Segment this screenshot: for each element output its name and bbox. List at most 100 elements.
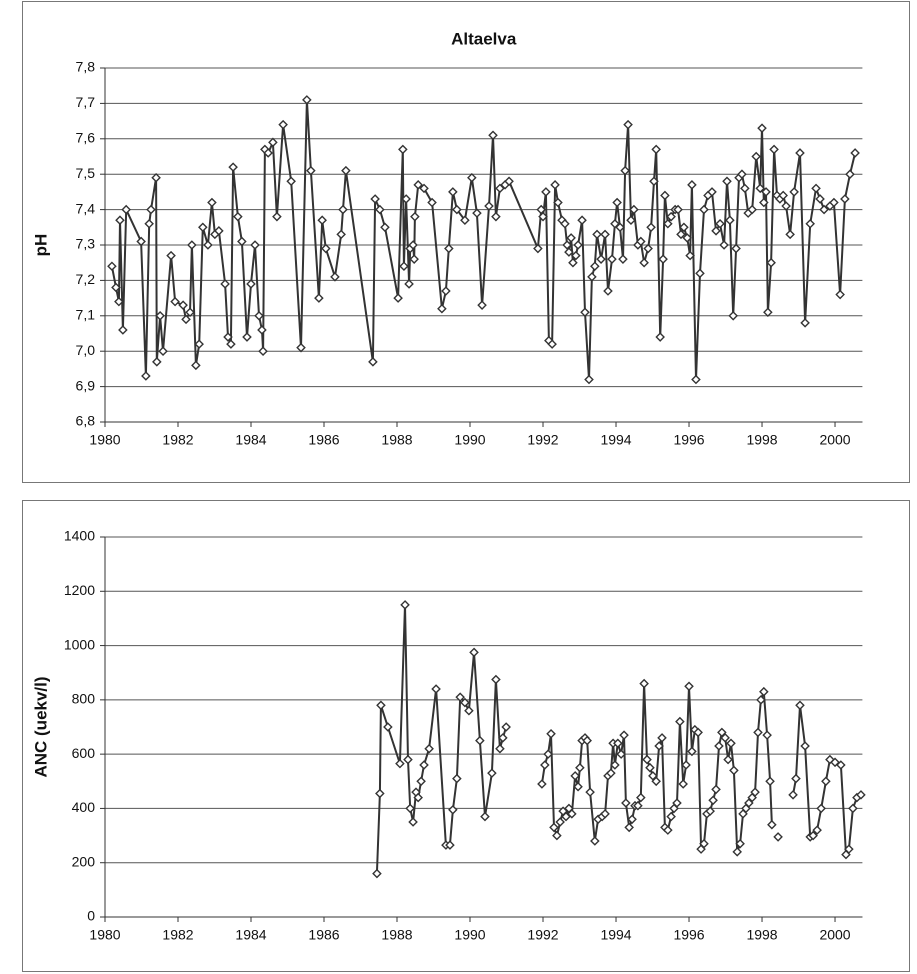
y-tick-label: 7,1	[76, 307, 96, 323]
data-point	[761, 187, 771, 197]
data-point	[181, 314, 191, 325]
data-point	[767, 819, 777, 830]
data-point	[693, 727, 703, 738]
data-point	[338, 204, 348, 215]
data-point	[805, 218, 815, 229]
data-point	[549, 822, 559, 833]
y-tick-label: 0	[87, 908, 95, 924]
data-point	[547, 339, 557, 349]
x-tick-label: 1992	[527, 927, 558, 943]
x-tick-label: 1982	[162, 432, 193, 448]
data-point	[178, 300, 188, 310]
data-point	[487, 768, 497, 778]
data-point	[445, 840, 455, 850]
y-tick-label: 7,3	[76, 236, 96, 252]
data-point	[708, 795, 718, 806]
data-point	[648, 771, 658, 781]
data-point	[829, 197, 839, 208]
data-point	[751, 151, 761, 162]
data-point	[645, 762, 655, 773]
data-point	[757, 123, 767, 133]
data-point	[491, 674, 501, 685]
data-point	[778, 190, 788, 201]
data-point	[687, 746, 697, 757]
data-point	[769, 144, 779, 155]
data-point	[666, 811, 676, 822]
data-point	[566, 233, 576, 243]
x-tick-label: 1982	[162, 927, 193, 943]
data-point	[726, 738, 736, 749]
data-point	[663, 825, 673, 835]
x-tick-label: 1986	[308, 432, 339, 448]
data-point	[675, 716, 685, 727]
data-point	[711, 226, 721, 236]
data-point	[170, 296, 180, 307]
data-point	[121, 204, 131, 215]
data-point	[620, 165, 630, 176]
data-point	[765, 776, 775, 787]
data-point	[762, 730, 772, 740]
data-point	[711, 784, 721, 795]
data-point	[616, 749, 626, 759]
data-point	[666, 211, 676, 222]
data-point	[398, 144, 408, 155]
data-point	[663, 218, 673, 229]
y-tick-label: 7,2	[76, 271, 96, 287]
y-axis-label: ANC (uekv/l)	[31, 676, 50, 777]
x-tick-label: 1984	[235, 927, 266, 943]
data-point	[214, 226, 224, 236]
data-point	[427, 197, 437, 208]
data-point	[655, 332, 665, 342]
data-point	[144, 218, 154, 229]
data-point	[536, 204, 546, 215]
data-point	[580, 307, 590, 318]
data-point	[278, 119, 288, 130]
data-point	[763, 307, 773, 318]
data-point	[115, 215, 125, 226]
data-point	[571, 250, 581, 261]
data-point	[722, 176, 732, 187]
data-point	[151, 172, 161, 183]
data-point	[621, 798, 631, 808]
data-point	[399, 261, 409, 272]
data-point	[376, 700, 386, 711]
x-tick-label: 1990	[454, 432, 485, 448]
data-point	[612, 197, 622, 208]
data-point	[107, 261, 117, 272]
data-point	[166, 250, 176, 261]
data-point	[719, 240, 729, 250]
data-point	[695, 268, 705, 279]
data-point	[467, 172, 477, 183]
data-point	[643, 243, 653, 254]
data-point	[856, 790, 866, 800]
data-point	[744, 798, 754, 808]
data-point	[111, 282, 121, 293]
data-point	[610, 760, 620, 770]
data-point	[657, 733, 667, 743]
data-point	[383, 722, 393, 732]
data-point	[158, 346, 168, 356]
data-point	[448, 187, 458, 197]
data-point	[845, 169, 855, 179]
data-point	[821, 776, 831, 787]
data-point	[623, 119, 633, 130]
x-tick-label: 1990	[454, 927, 485, 943]
data-point	[840, 194, 850, 204]
data-point	[405, 803, 415, 814]
y-tick-label: 1400	[64, 528, 95, 544]
data-point	[808, 830, 818, 841]
data-point	[408, 240, 418, 250]
data-point	[753, 727, 763, 738]
data-point	[226, 339, 236, 349]
data-point	[850, 148, 860, 158]
data-point	[155, 311, 165, 321]
data-point	[228, 162, 238, 172]
data-point	[562, 240, 572, 250]
data-point	[627, 814, 637, 825]
x-tick-label: 1994	[600, 927, 631, 943]
data-point	[848, 803, 858, 814]
data-point	[413, 792, 423, 803]
y-tick-label: 7,4	[76, 200, 96, 216]
data-point	[550, 180, 560, 190]
